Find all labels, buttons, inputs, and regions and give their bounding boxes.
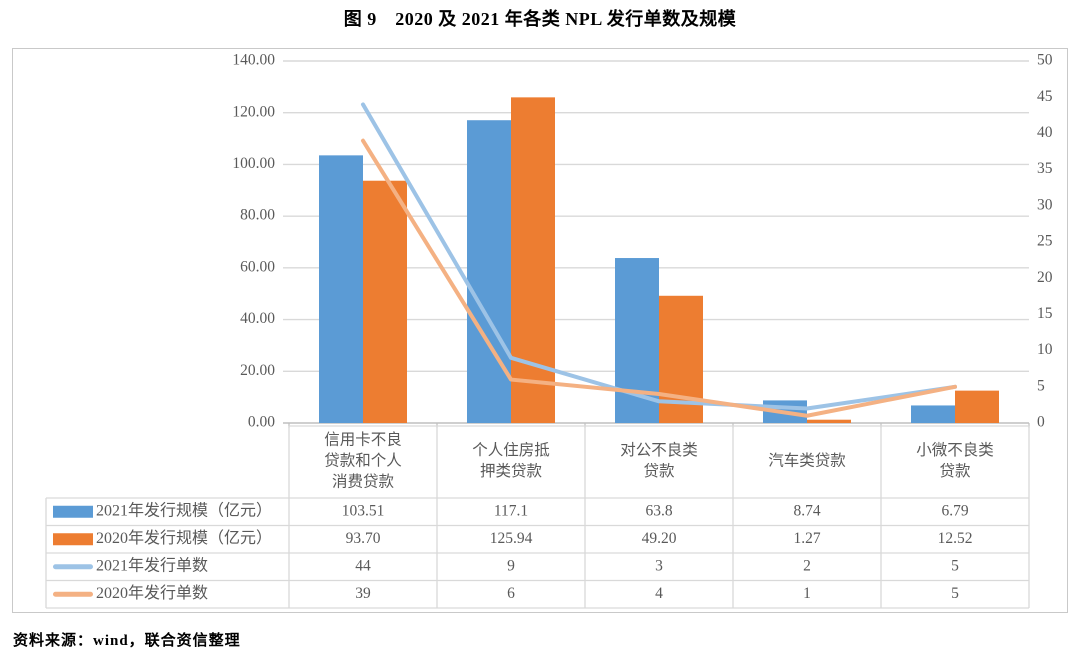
table-value: 93.70 [346,530,381,547]
figure-title: 图 9 2020 及 2021 年各类 NPL 发行单数及规模 [343,9,737,29]
legend-label: 2020年发行规模（亿元） [96,529,272,547]
table-value: 8.74 [793,502,820,519]
chart-frame: 0.00 20.00 40.00 60.00 80.00 100.00 120.00 140.… [12,48,1068,613]
category-label: 贷款 [939,462,971,480]
table-row-2020年发行规模（亿元）: 2020年发行规模（亿元） 93.70 125.94 49.20 1.27 12.52 [53,529,972,547]
left-axis-tick-label: 60.00 [240,258,275,275]
left-axis-tick-label: 80.00 [240,207,275,224]
legend-swatch-line [53,591,93,597]
right-axis-tick-label: 25 [1037,233,1053,250]
category-label: 贷款 [643,462,675,480]
table-value: 2 [803,557,811,574]
combo-chart-with-table: 0.00 20.00 40.00 60.00 80.00 100.00 120.00 140.… [45,52,1053,609]
right-axis-tick-label: 15 [1037,305,1053,322]
legend-label: 2021年发行单数 [96,556,208,574]
bars-2020年发行规模（亿元） [363,97,999,423]
category-label: 贷款和个人 [324,452,402,470]
category-label: 对公不良类 [620,441,698,459]
right-axis-tick-label: 10 [1037,341,1053,358]
table-value: 3 [655,557,663,574]
left-axis-tick-label: 100.00 [232,155,275,172]
left-axis-tick-label: 120.00 [232,103,275,120]
right-axis-tick-label: 5 [1037,377,1045,394]
left-axis-labels: 0.00 20.00 40.00 60.00 80.00 100.00 120.00 140.… [232,52,275,431]
category-label: 个人住房抵 [472,441,550,459]
category-label: 押类贷款 [480,462,543,480]
table-value: 4 [655,585,663,602]
table-row-2020年发行单数: 2020年发行单数 39 6 4 1 5 [53,584,959,602]
table-row-2021年发行规模（亿元）: 2021年发行规模（亿元） 103.51 117.1 63.8 8.74 6.79 [53,501,969,519]
table-value: 6 [507,585,515,602]
category-label: 消费贷款 [332,473,395,491]
table-value: 39 [355,585,371,602]
right-axis-tick-label: 30 [1037,196,1053,213]
legend-swatch-line [53,564,93,570]
right-axis-tick-label: 35 [1037,160,1053,177]
table-value: 5 [951,557,959,574]
table-value: 12.52 [938,530,973,547]
left-axis-tick-label: 20.00 [240,362,275,379]
legend-label: 2021年发行规模（亿元） [96,501,272,519]
table-value: 103.51 [342,502,385,519]
left-axis-tick-label: 40.00 [240,310,275,327]
table-value: 1 [803,585,811,602]
category-label: 信用卡不良 [324,431,402,449]
data-table [45,425,1030,609]
table-value: 1.27 [793,530,820,547]
table-value: 5 [951,585,959,602]
right-axis-tick-label: 20 [1037,269,1053,286]
bar [955,390,999,423]
right-axis-tick-label: 45 [1037,88,1053,105]
line-2020年发行单数 [361,138,957,418]
right-axis-tick-label: 0 [1037,414,1045,431]
table-value: 117.1 [494,502,528,519]
legend-swatch-bar [53,505,93,518]
bar [911,405,955,423]
table-value: 6.79 [941,502,968,519]
bar [807,419,851,423]
legend-label: 2020年发行单数 [96,584,208,602]
right-axis-tick-label: 50 [1037,52,1053,69]
table-row-2021年发行单数: 2021年发行单数 44 9 3 2 5 [53,556,959,574]
right-axis-tick-label: 40 [1037,124,1053,141]
table-value: 9 [507,557,515,574]
bar [467,120,511,423]
table-value: 44 [355,557,371,574]
bar [319,155,363,423]
bar [363,180,407,423]
table-value: 125.94 [490,530,533,547]
bars-2021年发行规模（亿元） [319,120,955,423]
bar [511,97,555,423]
table-value: 63.8 [645,502,672,519]
source-note: 资料来源：wind，联合资信整理 [13,633,241,649]
left-axis-tick-label: 0.00 [248,414,275,431]
left-axis-tick-label: 140.00 [232,52,275,69]
line-2021年发行单数 [361,102,957,411]
category-label: 汽车类贷款 [768,452,846,470]
table-value: 49.20 [642,530,677,547]
legend-swatch-bar [53,533,93,546]
right-axis-labels: 0 5 10 15 20 25 30 35 40 45 50 [1037,52,1053,431]
category-label: 小微不良类 [916,441,994,459]
